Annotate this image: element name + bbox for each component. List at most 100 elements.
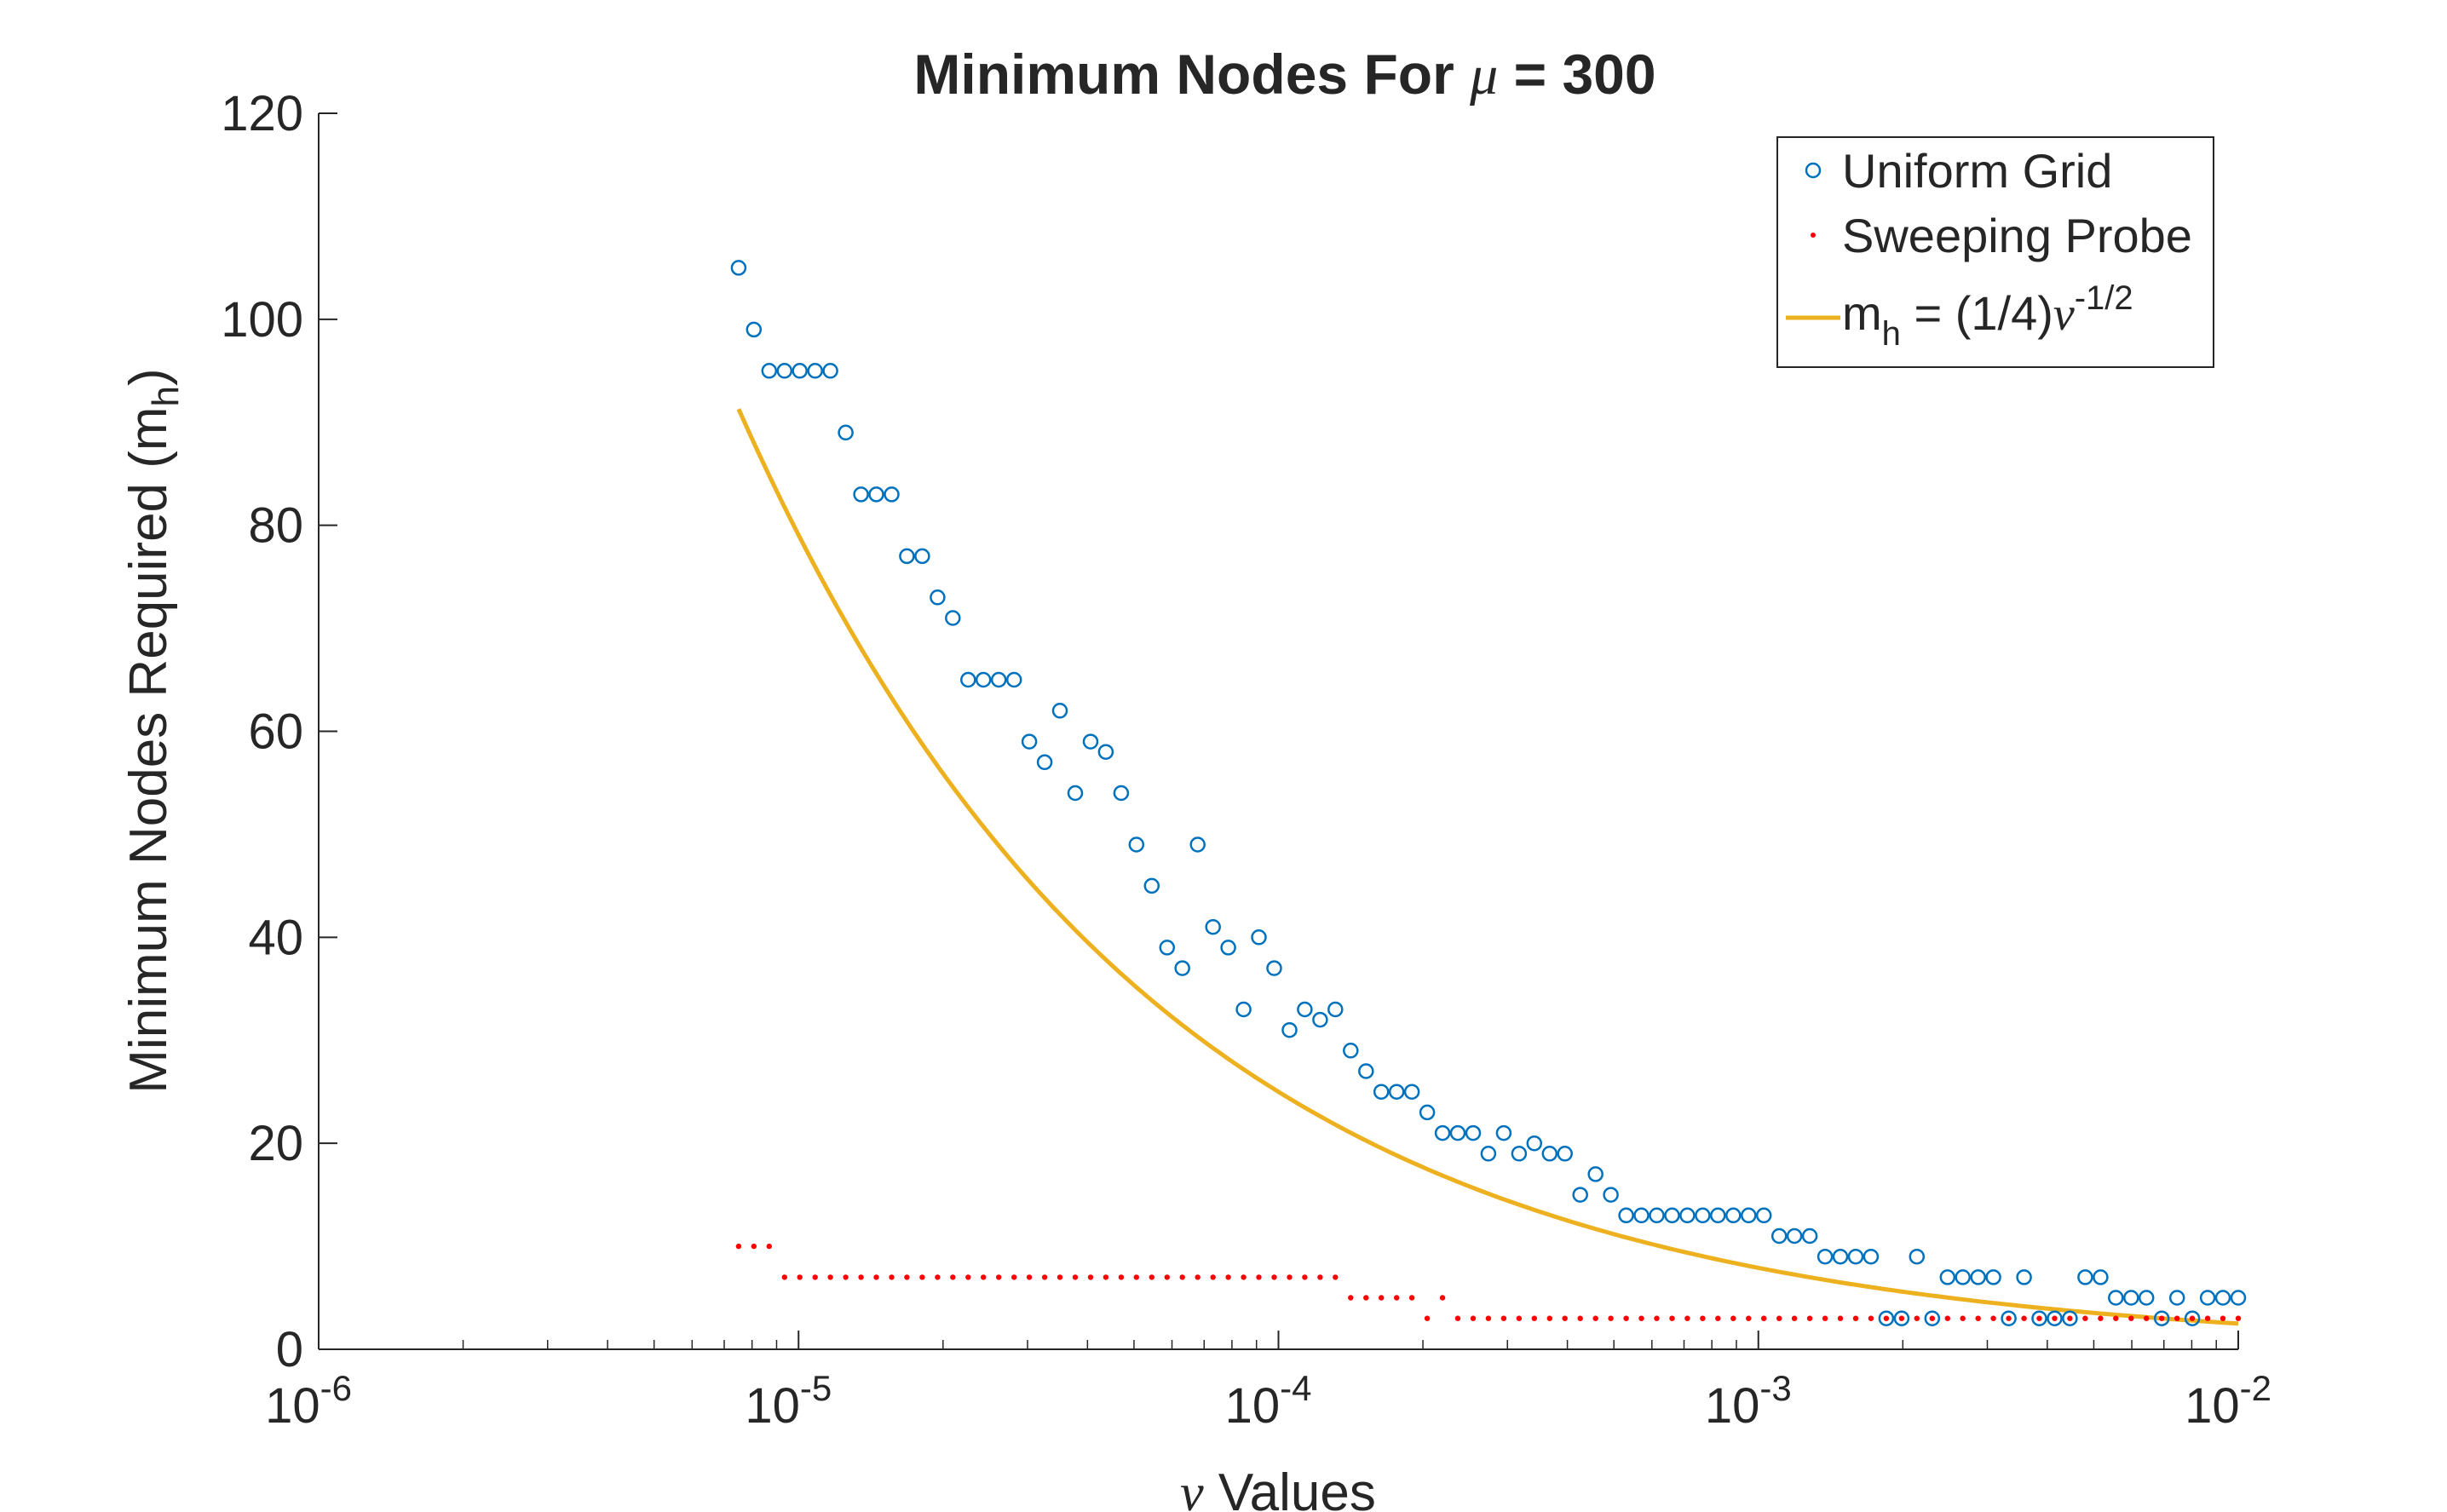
legend-fit-mid: = (1/4) <box>1901 286 2053 340</box>
uniform-grid-point <box>1847 1248 1864 1265</box>
uniform-grid-point <box>1082 733 1099 750</box>
uniform-grid-point <box>930 589 946 606</box>
uniform-grid-point <box>1097 744 1114 760</box>
uniform-grid-point <box>1878 1310 1895 1326</box>
sweeping-probe-point <box>2235 1315 2242 1321</box>
sweeping-probe-point <box>797 1274 803 1280</box>
uniform-grid-point <box>1312 1011 1328 1028</box>
sweeping-probe-point <box>2128 1315 2134 1321</box>
x-axis-label-symbol: ν <box>1180 1464 1204 1512</box>
sweeping-probe-point <box>1975 1315 1981 1321</box>
uniform-grid-point <box>853 486 869 503</box>
uniform-grid-point <box>1251 929 1267 946</box>
sweeping-probe-point <box>2082 1315 2088 1321</box>
uniform-grid-point <box>1633 1207 1650 1224</box>
sweeping-probe-point <box>2144 1315 2150 1321</box>
y-tick-label: 60 <box>248 704 303 760</box>
uniform-grid-point <box>776 363 793 379</box>
uniform-grid-point <box>2047 1310 2063 1326</box>
y-tick-label: 120 <box>221 86 303 141</box>
uniform-grid-point <box>2168 1290 2185 1306</box>
legend-fit-sub: h <box>1882 315 1901 353</box>
legend-fit-label: mh = (1/4)ν-1/2 <box>1842 279 2133 353</box>
uniform-grid-point <box>1388 1084 1405 1100</box>
sweeping-probe-point <box>1791 1315 1798 1321</box>
sweeping-probe-point <box>1379 1295 1385 1301</box>
sweeping-probe-point <box>1776 1315 1782 1321</box>
legend-box <box>1776 136 2214 368</box>
uniform-grid-point <box>1266 960 1282 976</box>
uniform-grid-point <box>1909 1248 1926 1265</box>
y-axis-label-close: ) <box>119 368 178 386</box>
uniform-grid-point <box>1863 1248 1880 1265</box>
y-tick-label: 100 <box>221 292 303 348</box>
legend-fit-sup: -1/2 <box>2075 279 2133 317</box>
sweeping-probe-point <box>766 1243 772 1250</box>
sweeping-probe-point <box>2036 1315 2042 1321</box>
sweeping-probe-point <box>1654 1315 1660 1321</box>
sweeping-probe-point <box>1271 1274 1277 1280</box>
sweeping-probe-point <box>1133 1274 1140 1280</box>
sweeping-probe-point <box>1333 1274 1339 1280</box>
uniform-grid-point <box>1985 1269 2001 1285</box>
sweeping-probe-point <box>827 1274 833 1280</box>
sweeping-probe-point <box>2006 1315 2012 1321</box>
uniform-grid-point <box>2138 1290 2155 1306</box>
sweeping-probe-point <box>1623 1315 1629 1321</box>
uniform-grid-point <box>1174 960 1190 976</box>
sweeping-probe-point <box>751 1243 757 1250</box>
sweeping-probe-point <box>812 1274 818 1280</box>
sweeping-probe-point <box>781 1274 787 1280</box>
chart-title-suffix: = 300 <box>1498 43 1655 106</box>
sweeping-probe-point <box>1944 1315 1950 1321</box>
sweeping-probe-series <box>735 1243 2242 1321</box>
sweeping-probe-point <box>1041 1274 1048 1280</box>
sweeping-probe-point <box>1103 1274 1109 1280</box>
sweeping-probe-point <box>1149 1274 1155 1280</box>
uniform-grid-point <box>1067 785 1084 802</box>
uniform-grid-point <box>1128 836 1145 853</box>
uniform-grid-point <box>838 424 854 441</box>
uniform-grid-point <box>1832 1248 1849 1265</box>
uniform-grid-point <box>2123 1290 2139 1306</box>
uniform-grid-point <box>1541 1146 1558 1162</box>
sweeping-probe-point <box>1638 1315 1644 1321</box>
sweeping-probe-point <box>1669 1315 1675 1321</box>
uniform-grid-point <box>990 671 1007 688</box>
x-axis-label: ν Values <box>1180 1463 1376 1512</box>
sweeping-probe-point <box>2189 1315 2196 1321</box>
sweeping-probe-point <box>1715 1315 1721 1321</box>
uniform-grid-point <box>2184 1310 2201 1326</box>
sweeping-probe-point <box>1179 1274 1185 1280</box>
sweeping-probe-point <box>1960 1315 1966 1321</box>
uniform-grid-point <box>1741 1207 1757 1224</box>
sweeping-probe-point <box>873 1274 879 1280</box>
uniform-grid-point <box>914 548 930 565</box>
sweeping-probe-point <box>1684 1315 1690 1321</box>
sweeping-probe-point <box>1746 1315 1752 1321</box>
sweeping-probe-point <box>1302 1274 1308 1280</box>
uniform-grid-point <box>1511 1146 1528 1162</box>
sweeping-probe-point <box>843 1274 849 1280</box>
uniform-grid-point <box>1679 1207 1696 1224</box>
sweeping-probe-point <box>1363 1295 1369 1301</box>
y-ticks: 0 20 40 60 80 100 120 <box>221 86 337 1377</box>
sweeping-probe-point <box>1470 1315 1477 1321</box>
sweeping-probe-point <box>1057 1274 1063 1280</box>
sweeping-probe-point <box>904 1274 910 1280</box>
uniform-grid-point <box>2199 1290 2216 1306</box>
uniform-grid-point <box>1327 1001 1344 1018</box>
uniform-grid-point <box>1465 1124 1482 1141</box>
uniform-grid-point <box>868 486 884 503</box>
uniform-grid-point <box>1587 1166 1604 1182</box>
sweeping-probe-point <box>1195 1274 1200 1280</box>
uniform-grid-point <box>1649 1207 1665 1224</box>
uniform-grid-point <box>1434 1124 1451 1141</box>
uniform-grid-point <box>2093 1269 2109 1285</box>
uniform-grid-point <box>1021 733 1038 750</box>
sweeping-probe-point <box>1577 1315 1583 1321</box>
uniform-grid-point <box>2016 1269 2032 1285</box>
uniform-grid-point <box>1143 877 1160 894</box>
sweeping-probe-point <box>2098 1315 2104 1321</box>
